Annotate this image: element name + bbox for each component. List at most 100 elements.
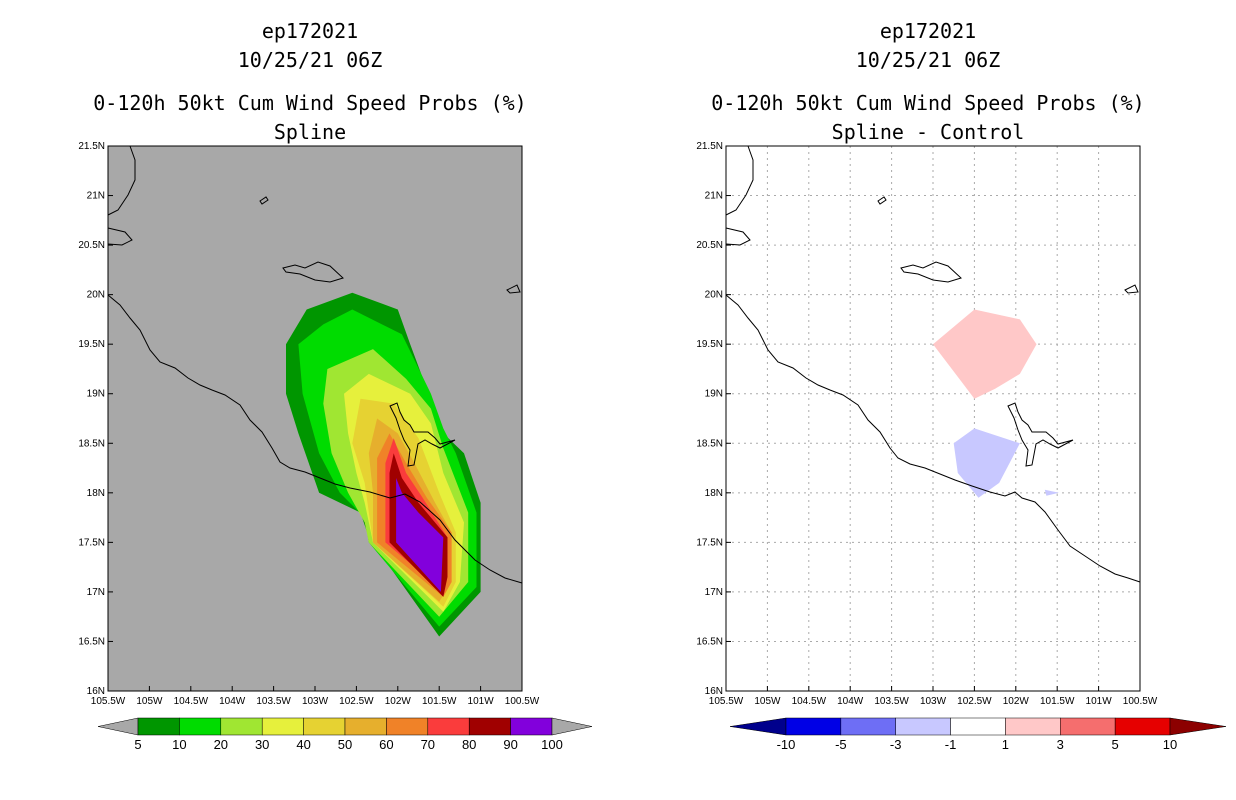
y-tick-label: 17N: [87, 587, 105, 598]
y-tick-label: 21.5N: [78, 141, 105, 152]
y-tick-label: 20.5N: [78, 240, 105, 251]
left-probability-contours: [286, 292, 481, 637]
left-island-small: [259, 196, 269, 205]
left-island-east: [506, 284, 521, 294]
left-coastline: [107, 145, 523, 584]
colorbar-label: -10: [777, 737, 796, 752]
colorbar-swatch: [1114, 717, 1171, 736]
colorbar-under-arrow: [97, 717, 139, 736]
y-tick-label: 19.5N: [78, 339, 105, 350]
x-tick-label: 103.5W: [874, 696, 909, 707]
x-tick-label: 102.5W: [957, 696, 992, 707]
right-coast-baja: [725, 145, 754, 216]
y-tick-label: 17N: [705, 587, 723, 598]
colorbar-swatch: [386, 717, 429, 736]
left-title-storm-id: ep172021: [262, 19, 358, 43]
colorbar-swatch: [427, 717, 470, 736]
left-title-product: 0-120h 50kt Cum Wind Speed Probs (%): [93, 91, 526, 115]
colorbar-swatch: [303, 717, 346, 736]
y-tick-label: 16N: [87, 686, 105, 697]
x-tick-label: 104W: [219, 696, 246, 707]
colorbar-swatch: [1060, 717, 1116, 736]
colorbar-label: -3: [890, 737, 902, 752]
y-tick-label: 20.5N: [696, 240, 723, 251]
right-panel: ep172021 10/25/21 06Z 0-120h 50kt Cum Wi…: [696, 19, 1227, 752]
colorbar-swatch: [344, 717, 387, 736]
colorbar-label: 20: [214, 737, 228, 752]
colorbar-label: -1: [945, 737, 957, 752]
colorbar-label: 5: [134, 737, 141, 752]
colorbar-swatch: [137, 717, 180, 736]
right-title-datetime: 10/25/21 06Z: [856, 48, 1001, 72]
y-tick-label: 19N: [705, 389, 723, 400]
y-tick-label: 19.5N: [696, 339, 723, 350]
y-tick-label: 21N: [87, 191, 105, 202]
colorbar-swatch: [220, 717, 263, 736]
right-x-axis: 105.5W 105W 104.5W 104W 103.5W 103W 102.5W 102W…: [709, 686, 1158, 707]
x-tick-label: 105.5W: [91, 696, 126, 707]
colorbar-over-arrow: [551, 717, 593, 736]
right-title-storm-id: ep172021: [880, 19, 976, 43]
x-tick-label: 105.5W: [709, 696, 744, 707]
y-tick-label: 16N: [705, 686, 723, 697]
y-tick-label: 18.5N: [696, 438, 723, 449]
colorbar-over-arrow: [1169, 717, 1227, 736]
colorbar-label: 10: [172, 737, 186, 752]
x-tick-label: 102W: [385, 696, 412, 707]
left-title-method: Spline: [274, 120, 346, 144]
colorbar-label: 50: [338, 737, 352, 752]
x-tick-label: 105W: [136, 696, 163, 707]
right-coastline: [725, 145, 1141, 583]
left-colorbar: 5 10 20 30 40 50 60 70 80 90 100: [97, 717, 593, 752]
colorbar-under-arrow: [729, 717, 787, 736]
colorbar-label: 90: [503, 737, 517, 752]
right-title-method: Spline - Control: [832, 120, 1025, 144]
x-tick-label: 101W: [1086, 696, 1113, 707]
contour-level-1: [933, 309, 1037, 399]
colorbar-label: 3: [1057, 737, 1064, 752]
left-lake: [389, 402, 456, 467]
x-tick-label: 103.5W: [256, 696, 291, 707]
colorbar-swatch: [261, 717, 304, 736]
y-tick-label: 16.5N: [696, 636, 723, 647]
colorbar-label: 100: [541, 737, 563, 752]
x-tick-label: 103W: [920, 696, 947, 707]
colorbar-label: 10: [1163, 737, 1177, 752]
colorbar-label: 40: [296, 737, 310, 752]
x-tick-label: 104.5W: [792, 696, 827, 707]
colorbar-swatch: [1005, 717, 1061, 736]
right-lake: [1007, 402, 1074, 467]
y-tick-label: 16.5N: [78, 636, 105, 647]
left-coast-baja: [107, 145, 136, 216]
x-tick-label: 101.5W: [422, 696, 457, 707]
contour-level-90: [396, 478, 444, 592]
contour-level-neg1: [953, 428, 1020, 498]
y-tick-label: 21N: [705, 191, 723, 202]
colorbar-swatch: [179, 717, 222, 736]
right-coast-mainland: [725, 294, 1141, 583]
left-title-datetime: 10/25/21 06Z: [238, 48, 383, 72]
y-tick-label: 18N: [705, 488, 723, 499]
left-x-axis: 105.5W 105W 104.5W 104W 103.5W 103W 102.5W 102W…: [91, 686, 540, 707]
colorbar-swatch: [840, 717, 896, 736]
right-y-axis: 16N 16.5N 17N 17.5N 18N 18.5N 19N 19.5N 20N 20.5N…: [696, 141, 731, 697]
right-colorbar: -10 -5 -3 -1 1 3 5 10: [729, 717, 1227, 752]
left-y-axis: 16N 16.5N 17N 17.5N 18N 18.5N 19N 19.5N 20N 20.5N…: [78, 141, 113, 697]
y-tick-label: 21.5N: [696, 141, 723, 152]
x-tick-label: 105W: [754, 696, 781, 707]
colorbar-label: 80: [462, 737, 476, 752]
right-island-small: [877, 196, 887, 205]
x-tick-label: 100.5W: [505, 696, 540, 707]
colorbar-swatch: [785, 717, 842, 736]
y-tick-label: 20N: [705, 290, 723, 301]
colorbar-swatch: [468, 717, 511, 736]
colorbar-label: -5: [835, 737, 847, 752]
right-island-east: [1124, 284, 1139, 294]
left-coast-mainland: [107, 294, 523, 584]
right-difference-contours: [933, 309, 1059, 498]
colorbar-swatch: [510, 717, 553, 736]
x-tick-label: 101W: [468, 696, 495, 707]
left-island-maria: [282, 261, 344, 283]
colorbar-swatch: [895, 717, 951, 736]
